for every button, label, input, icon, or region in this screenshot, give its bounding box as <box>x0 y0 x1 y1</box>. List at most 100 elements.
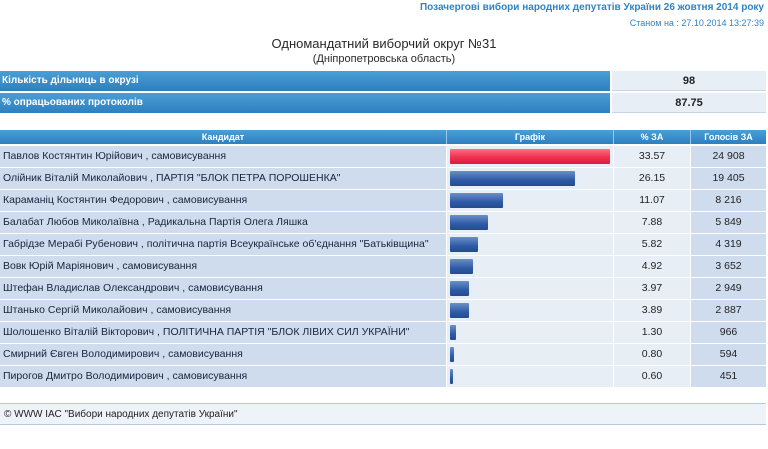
graph-cell <box>447 278 613 299</box>
result-bar <box>450 347 454 362</box>
district-title: Одномандатний виборчий округ №31 <box>271 36 497 51</box>
candidate-cell: Штефан Владислав Олександрович , самовис… <box>0 278 446 299</box>
summary-label: Кількість дільниць в окрузі <box>0 71 610 91</box>
summary-value: 87.75 <box>612 93 766 113</box>
candidate-party: , самовисування <box>163 370 248 382</box>
table-row: Вовк Юрій Маріянович , самовисування 4.92… <box>0 256 766 278</box>
candidate-cell: Штанько Сергій Миколайович , самовисуван… <box>0 300 446 321</box>
graph-cell <box>447 366 613 387</box>
percent-cell: 7.88 <box>614 212 690 233</box>
candidate-party: , самовисування <box>142 150 227 162</box>
candidate-party: , самовисування <box>159 348 243 360</box>
percent-cell: 0.80 <box>614 344 690 365</box>
status-timestamp: Станом на : 27.10.2014 13:27:39 <box>629 18 764 28</box>
candidate-cell: Габрідзе Мерабі Рубенович , політична па… <box>0 234 446 255</box>
graph-cell <box>447 190 613 211</box>
graph-cell <box>447 234 613 255</box>
result-bar <box>450 171 575 186</box>
results-table-header: Кандидат Графік % ЗА Голосів ЗА <box>0 130 766 144</box>
votes-cell: 966 <box>691 322 766 343</box>
candidate-cell: Балабат Любов Миколаївна , Радикальна Па… <box>0 212 446 233</box>
table-row: Павлов Костянтин Юрійович , самовисуванн… <box>0 146 766 168</box>
percent-cell: 26.15 <box>614 168 690 189</box>
candidate-name: Шолошенко Віталій Вікторович <box>3 326 155 338</box>
summary-value: 98 <box>612 71 766 91</box>
votes-cell: 451 <box>691 366 766 387</box>
candidate-party: , самовисування <box>179 282 263 294</box>
column-header-percent: % ЗА <box>614 130 691 144</box>
election-title[interactable]: Позачергові вибори народних депутатів Ук… <box>419 2 764 13</box>
votes-cell: 3 652 <box>691 256 766 277</box>
votes-cell: 5 849 <box>691 212 766 233</box>
candidate-cell: Пирогов Дмитро Володимирович , самовисув… <box>0 366 446 387</box>
result-bar <box>450 259 473 274</box>
votes-cell: 2 887 <box>691 300 766 321</box>
column-header-candidate: Кандидат <box>0 130 447 144</box>
graph-cell <box>447 256 613 277</box>
graph-cell <box>447 146 613 167</box>
votes-cell: 24 908 <box>691 146 766 167</box>
candidate-cell: Шолошенко Віталій Вікторович , ПОЛІТИЧНА… <box>0 322 446 343</box>
graph-cell <box>447 322 613 343</box>
candidate-party: , ПАРТІЯ "БЛОК ПЕТРА ПОРОШЕНКА" <box>147 172 341 184</box>
candidate-name: Олійник Віталій Миколайович <box>3 172 148 184</box>
table-row: Штефан Владислав Олександрович , самовис… <box>0 278 766 300</box>
table-row: Пирогов Дмитро Володимирович , самовисув… <box>0 366 766 388</box>
votes-cell: 8 216 <box>691 190 766 211</box>
graph-cell <box>447 344 613 365</box>
candidate-name: Штанько Сергій Миколайович <box>3 304 148 316</box>
graph-cell <box>447 168 613 189</box>
summary-label: % опрацьованих протоколів <box>0 93 610 113</box>
percent-cell: 5.82 <box>614 234 690 255</box>
percent-cell: 1.30 <box>614 322 690 343</box>
candidate-cell: Караманіц Костянтин Федорович , самовису… <box>0 190 446 211</box>
summary-processed-protocols: % опрацьованих протоколів 87.75 <box>0 93 766 113</box>
candidate-cell: Олійник Віталій Миколайович , ПАРТІЯ "БЛ… <box>0 168 446 189</box>
percent-cell: 33.57 <box>614 146 690 167</box>
graph-cell <box>447 300 613 321</box>
candidate-party: , політична партія Всеукраїнське об'єдна… <box>138 238 429 250</box>
column-header-votes: Голосів ЗА <box>704 132 753 142</box>
result-bar <box>450 369 453 384</box>
candidate-name: Габрідзе Мерабі Рубенович <box>3 238 139 250</box>
result-bar <box>450 303 469 318</box>
candidate-name: Вовк Юрій Маріянович <box>3 260 114 272</box>
result-bar <box>450 149 610 164</box>
candidate-party: , самовисування <box>113 260 198 272</box>
result-bar <box>450 281 469 296</box>
percent-cell: 0.60 <box>614 366 690 387</box>
table-row: Балабат Любов Миколаївна , Радикальна Па… <box>0 212 766 234</box>
table-row: Олійник Віталій Миколайович , ПАРТІЯ "БЛ… <box>0 168 766 190</box>
votes-cell: 2 949 <box>691 278 766 299</box>
candidate-name: Смирний Євген Володимирович <box>3 348 160 360</box>
result-bar <box>450 237 478 252</box>
candidate-name: Балабат Любов Миколаївна <box>3 216 139 228</box>
candidate-cell: Павлов Костянтин Юрійович , самовисуванн… <box>0 146 446 167</box>
candidate-name: Пирогов Дмитро Володимирович <box>3 370 164 382</box>
percent-cell: 3.97 <box>614 278 690 299</box>
candidate-cell: Смирний Євген Володимирович , самовисува… <box>0 344 446 365</box>
graph-cell <box>447 212 613 233</box>
footer-copyright: © WWW ІАС "Вибори народних депутатів Укр… <box>0 403 766 425</box>
votes-cell: 19 405 <box>691 168 766 189</box>
candidate-party: , самовисування <box>163 194 248 206</box>
table-row: Габрідзе Мерабі Рубенович , політична па… <box>0 234 766 256</box>
candidate-cell: Вовк Юрій Маріянович , самовисування <box>0 256 446 277</box>
table-row: Шолошенко Віталій Вікторович , ПОЛІТИЧНА… <box>0 322 766 344</box>
candidate-name: Штефан Владислав Олександрович <box>3 282 180 294</box>
percent-cell: 3.89 <box>614 300 690 321</box>
table-row: Смирний Євген Володимирович , самовисува… <box>0 344 766 366</box>
column-header-graph: Графік <box>447 130 614 144</box>
summary-polling-stations: Кількість дільниць в окрузі 98 <box>0 71 766 91</box>
percent-cell: 4.92 <box>614 256 690 277</box>
result-bar <box>450 193 503 208</box>
district-region: (Дніпропетровська область) <box>312 53 456 65</box>
candidate-party: , самовисування <box>147 304 232 316</box>
percent-cell: 11.07 <box>614 190 690 211</box>
table-row: Штанько Сергій Миколайович , самовисуван… <box>0 300 766 322</box>
candidate-party: , ПОЛІТИЧНА ПАРТІЯ "БЛОК ЛІВИХ СИЛ УКРАЇ… <box>154 326 410 338</box>
result-bar <box>450 325 456 340</box>
result-bar <box>450 215 488 230</box>
table-row: Караманіц Костянтин Федорович , самовису… <box>0 190 766 212</box>
votes-cell: 594 <box>691 344 766 365</box>
